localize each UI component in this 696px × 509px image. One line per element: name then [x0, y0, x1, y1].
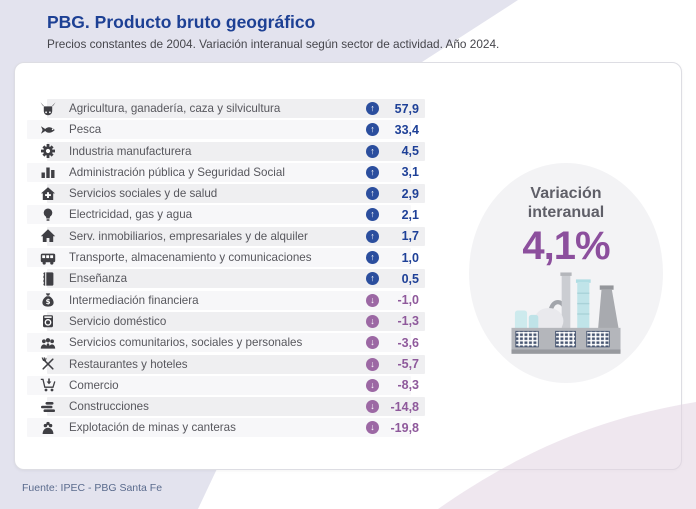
- bulb-icon: [40, 207, 56, 223]
- sector-row: Servicios sociales y de salud ↑ 2,9: [25, 184, 425, 204]
- sector-value: -19,8: [390, 420, 420, 435]
- sector-label: Pesca: [69, 123, 102, 137]
- sector-label: Construcciones: [69, 400, 149, 414]
- down-arrow-icon: ↓: [366, 314, 379, 328]
- sector-row: Electricidad, gas y agua ↑ 2,1: [25, 205, 425, 225]
- sector-value: -3,6: [397, 335, 419, 350]
- highlight-label-line1: Variación: [530, 185, 602, 202]
- cart-icon: [40, 377, 56, 393]
- highlight-circle: Variación interanual 4,1%: [469, 163, 663, 383]
- sector-row: Servicios comunitarios, sociales y perso…: [25, 333, 425, 353]
- sector-row: Pesca ↑ 33,4: [25, 120, 425, 140]
- sector-row: Serv. inmobiliarios, empresariales y de …: [25, 226, 425, 246]
- sector-value: -8,3: [397, 378, 419, 393]
- gear-icon: [40, 143, 56, 159]
- down-arrow-icon: ↓: [366, 293, 379, 307]
- sector-label: Intermediación financiera: [69, 293, 199, 307]
- money-bag-icon: $: [40, 292, 56, 308]
- sector-label: Explotación de minas y canteras: [69, 421, 236, 435]
- health-house-icon: [40, 186, 56, 202]
- sector-value: 2,9: [401, 186, 419, 201]
- bus-icon: [40, 250, 56, 266]
- svg-text:$: $: [46, 298, 51, 306]
- highlight-label: Variación interanual: [528, 185, 604, 223]
- sector-row: Construcciones ↓ -14,8: [25, 397, 425, 417]
- sector-label: Electricidad, gas y agua: [69, 208, 193, 222]
- cutlery-icon: [40, 356, 56, 372]
- sector-value: -1,0: [397, 293, 419, 308]
- bar-chart-icon: [40, 164, 56, 180]
- sector-label: Agricultura, ganadería, caza y silvicult…: [69, 102, 281, 115]
- sector-label: Administración pública y Seguridad Socia…: [69, 165, 285, 179]
- factory-illustration-icon: [511, 272, 621, 354]
- sector-label: Servicio doméstico: [69, 314, 167, 328]
- up-arrow-icon: ↑: [366, 229, 379, 243]
- sector-value: 0,5: [401, 271, 419, 286]
- appliance-icon: [40, 313, 56, 329]
- sector-row: Servicio doméstico ↓ -1,3: [25, 311, 425, 331]
- up-arrow-icon: ↑: [366, 251, 379, 265]
- up-arrow-icon: ↑: [366, 144, 379, 158]
- sector-value: -1,3: [397, 314, 419, 329]
- down-arrow-icon: ↓: [366, 357, 379, 371]
- sector-value: 3,1: [401, 165, 419, 180]
- fish-icon: [40, 122, 56, 138]
- sector-label: Enseñanza: [69, 272, 128, 286]
- sector-label: Transporte, almacenamiento y comunicacio…: [69, 251, 312, 265]
- construction-icon: [40, 399, 56, 415]
- sector-list: Agricultura, ganadería, caza y silvicult…: [25, 99, 425, 438]
- sector-value: 1,7: [401, 229, 419, 244]
- sector-label: Comercio: [69, 378, 119, 392]
- highlight-value: 4,1%: [522, 223, 610, 268]
- house-icon: [40, 228, 56, 244]
- up-arrow-icon: ↑: [366, 165, 379, 179]
- book-icon: [40, 271, 56, 287]
- sector-label: Servicios sociales y de salud: [69, 187, 218, 201]
- page-subtitle: Precios constantes de 2004. Variación in…: [47, 37, 500, 51]
- up-arrow-icon: ↑: [366, 102, 379, 115]
- sector-value: 1,0: [401, 250, 419, 265]
- sector-row: Restaurantes y hoteles ↓ -5,7: [25, 354, 425, 374]
- sector-label: Industria manufacturera: [69, 144, 192, 158]
- sector-value: 2,1: [401, 207, 419, 222]
- down-arrow-icon: ↓: [366, 378, 379, 392]
- people-icon: [40, 335, 56, 351]
- source-note: Fuente: IPEC - PBG Santa Fe: [22, 482, 163, 494]
- sector-label: Serv. inmobiliarios, empresariales y de …: [69, 229, 308, 243]
- sector-row: Comercio ↓ -8,3: [25, 375, 425, 395]
- sector-label: Servicios comunitarios, sociales y perso…: [69, 336, 303, 350]
- sector-row: Administración pública y Seguridad Socia…: [25, 162, 425, 182]
- sector-value: 33,4: [394, 122, 419, 137]
- cow-icon: [40, 101, 56, 117]
- sector-value: 57,9: [394, 101, 419, 116]
- sector-label: Restaurantes y hoteles: [69, 357, 188, 371]
- highlight-label-line2: interanual: [527, 203, 605, 221]
- page-title: PBG. Producto bruto geográfico: [47, 12, 316, 32]
- sector-row: $ Intermediación financiera ↓ -1,0: [25, 290, 425, 310]
- sector-value: 4,5: [401, 144, 419, 159]
- sector-value: -5,7: [397, 357, 419, 372]
- sector-row: Explotación de minas y canteras ↓ -19,8: [25, 418, 425, 438]
- sector-value: -14,8: [390, 399, 420, 414]
- sector-row: Enseñanza ↑ 0,5: [25, 269, 425, 289]
- sector-row: Industria manufacturera ↑ 4,5: [25, 141, 425, 161]
- sector-row: Transporte, almacenamiento y comunicacio…: [25, 248, 425, 268]
- mining-icon: [40, 420, 56, 436]
- sector-row: Agricultura, ganadería, caza y silvicult…: [25, 99, 425, 118]
- content-card: Agricultura, ganadería, caza y silvicult…: [14, 62, 682, 470]
